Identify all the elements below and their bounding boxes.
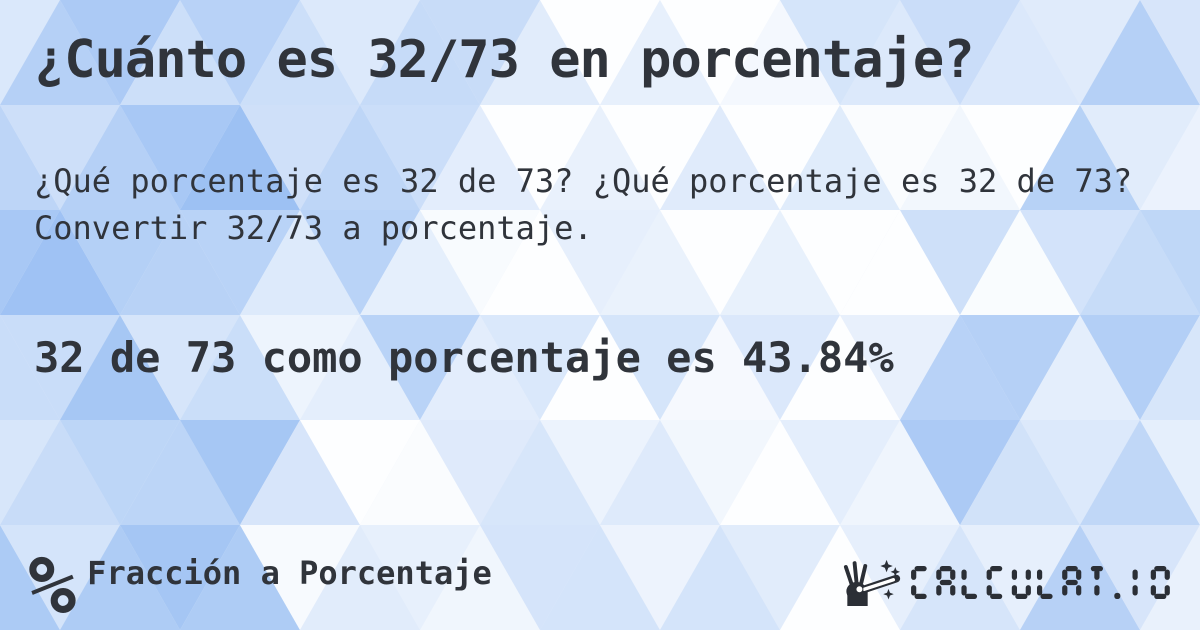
magic-wand-hand-icon — [843, 559, 901, 606]
percent-icon: % — [28, 538, 76, 630]
category-label: Fracción a Porcentaje — [87, 553, 492, 592]
answer-text: 32 de 73 como porcentaje es 43.84% — [34, 333, 894, 382]
page-title: ¿Cuánto es 32/73 en porcentaje? — [34, 30, 975, 90]
footer-category: % Fracción a Porcentaje — [28, 538, 492, 630]
description-text: ¿Qué porcentaje es 32 de 73? ¿Qué porcen… — [34, 162, 1133, 247]
calculatio-logotype — [911, 566, 1170, 599]
site-logo — [842, 559, 1176, 606]
